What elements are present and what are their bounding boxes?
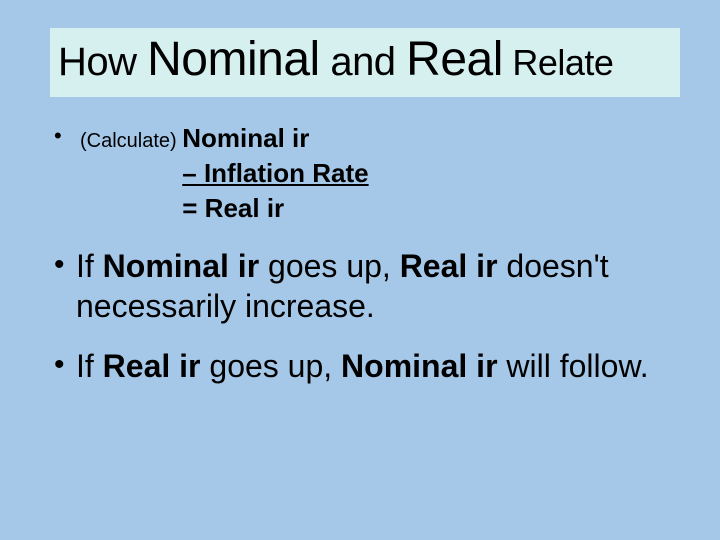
title-word-relate: Relate xyxy=(503,42,614,83)
p2-part3: will follow. xyxy=(498,348,649,384)
bullet-list: (Calculate) Nominal ir – Inflation Rate … xyxy=(50,121,680,226)
title-word-how: How xyxy=(58,40,147,84)
p2-part2: goes up, xyxy=(201,348,342,384)
point-2: If Real ir goes up, Nominal ir will foll… xyxy=(50,346,680,386)
p1-bold2: Real ir xyxy=(400,248,498,284)
title-word-and: and xyxy=(320,40,406,84)
body-bullets: If Nominal ir goes up, Real ir doesn't n… xyxy=(50,246,680,386)
p1-bold1: Nominal ir xyxy=(103,248,259,284)
slide-title: How Nominal and Real Relate xyxy=(58,34,672,87)
p2-part1: If xyxy=(76,348,103,384)
calc-lines: Nominal ir – Inflation Rate = Real ir xyxy=(182,121,368,226)
p1-part1: If xyxy=(76,248,103,284)
title-word-nominal: Nominal xyxy=(147,33,320,86)
p1-part2: goes up, xyxy=(259,248,400,284)
title-band: How Nominal and Real Relate xyxy=(50,28,680,97)
title-word-real: Real xyxy=(406,33,503,86)
calc-line-1: Nominal ir xyxy=(182,123,309,153)
slide: How Nominal and Real Relate (Calculate) … xyxy=(0,0,720,540)
p2-bold1: Real ir xyxy=(103,348,201,384)
calc-line-3: = Real ir xyxy=(182,191,368,226)
calc-label: (Calculate) xyxy=(80,130,182,152)
calc-bullet: (Calculate) Nominal ir – Inflation Rate … xyxy=(50,121,680,226)
calc-line-2: – Inflation Rate xyxy=(182,156,368,191)
point-1: If Nominal ir goes up, Real ir doesn't n… xyxy=(50,246,680,326)
p2-bold2: Nominal ir xyxy=(341,348,497,384)
